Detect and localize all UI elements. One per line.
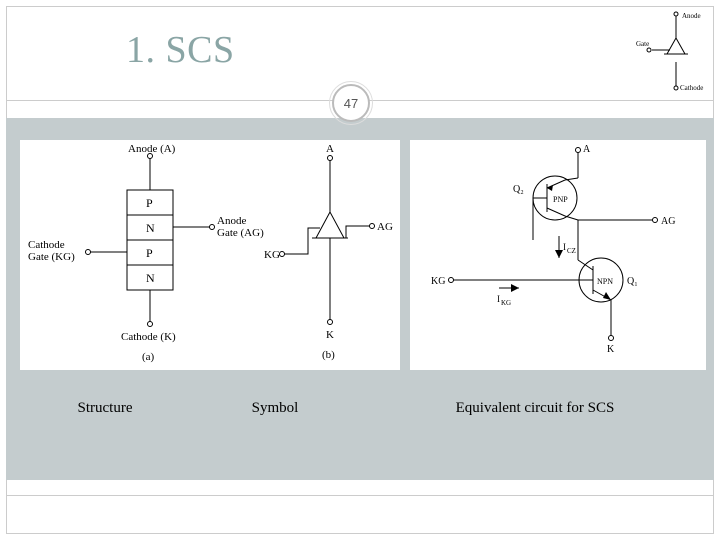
eq-ag: AG — [661, 216, 675, 227]
eq-pnp: PNP — [553, 195, 568, 204]
sym-k: K — [326, 329, 334, 341]
layer-0: P — [146, 196, 153, 210]
structure-diagram: P N P N Anode (A) Anode Gate (AG) Cathod… — [28, 143, 264, 363]
page-number-badge: 47 — [332, 84, 370, 122]
panel-structure-symbol: P N P N Anode (A) Anode Gate (AG) Cathod… — [20, 140, 400, 370]
sub-a: (a) — [142, 351, 155, 363]
corner-scs-icon: Anode Gate Cathode — [636, 10, 706, 92]
eq-ikg: I — [497, 294, 500, 304]
header: 1. SCS — [6, 28, 714, 72]
sym-ag: AG — [377, 221, 393, 233]
corner-anode-label: Anode — [682, 12, 701, 20]
eq-q1: Q₁ — [627, 276, 638, 287]
kg-label-1: Cathode — [28, 239, 65, 251]
kg-label-2: Gate (KG) — [28, 251, 75, 263]
page-title: 1. SCS — [126, 29, 235, 71]
panel-equivalent: A AG KG K Q₂ PNP Q₁ NPN I CZ I KG — [410, 140, 706, 370]
anode-label: Anode (A) — [128, 143, 176, 155]
sym-a: A — [326, 143, 334, 155]
figure-row: P N P N Anode (A) Anode Gate (AG) Cathod… — [20, 140, 706, 370]
ag-label-2: Gate (AG) — [217, 227, 264, 239]
ag-label-1: Anode — [217, 215, 246, 227]
captions-row: Structure Symbol Equivalent circuit for … — [0, 400, 720, 417]
eq-icz-sub: CZ — [567, 247, 576, 255]
eq-k: K — [607, 344, 615, 355]
caption-structure: Structure — [0, 400, 200, 417]
cathode-label: Cathode (K) — [121, 331, 176, 343]
divider-bottom — [6, 495, 714, 496]
layer-3: N — [146, 271, 155, 285]
symbol-diagram: A AG KG K (b) — [264, 143, 393, 361]
eq-a: A — [583, 144, 591, 155]
eq-icz: I — [563, 242, 566, 252]
layer-2: P — [146, 246, 153, 260]
eq-ikg-sub: KG — [501, 299, 511, 307]
eq-npn: NPN — [597, 277, 613, 286]
corner-gate-label: Gate — [636, 40, 649, 48]
eq-kg: KG — [431, 276, 445, 287]
caption-symbol: Symbol — [200, 400, 350, 417]
corner-cathode-label: Cathode — [680, 84, 703, 92]
layer-1: N — [146, 221, 155, 235]
sym-kg: KG — [264, 249, 280, 261]
caption-equivalent: Equivalent circuit for SCS — [350, 400, 720, 417]
eq-q2: Q₂ — [513, 184, 524, 195]
sub-b: (b) — [322, 349, 335, 361]
